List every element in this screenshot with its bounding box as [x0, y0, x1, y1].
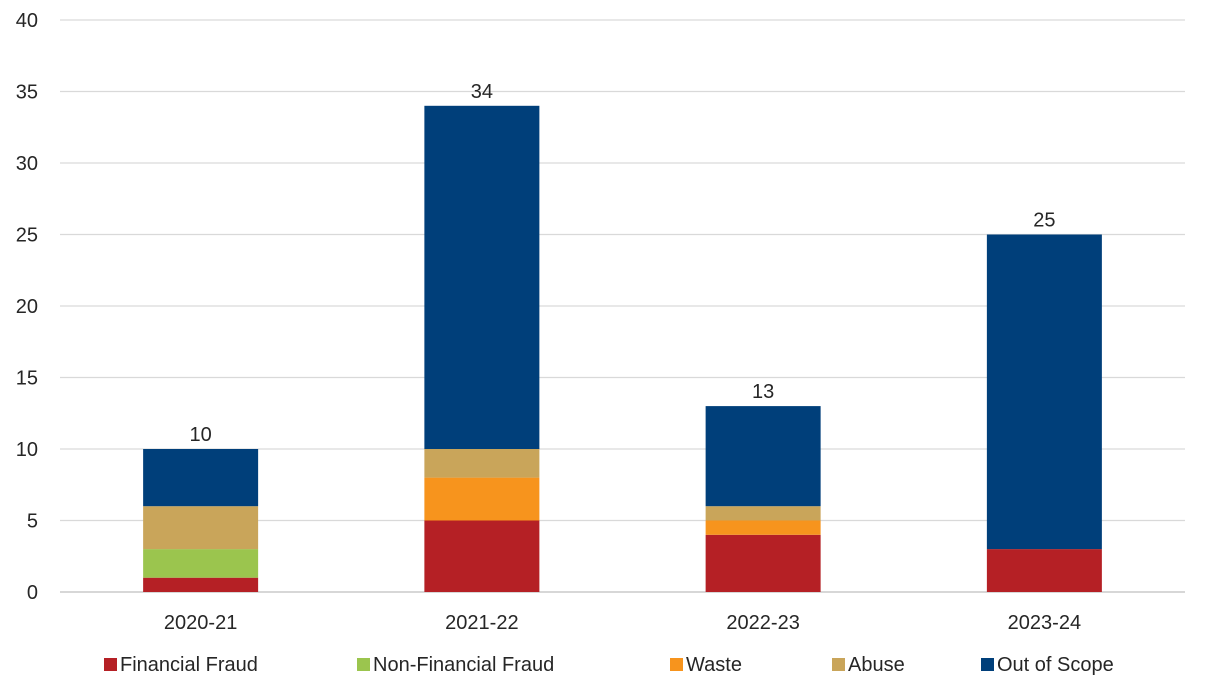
legend-swatch [670, 658, 683, 671]
bar-segment-financial-fraud [986, 549, 1102, 592]
x-tick-label: 2021-22 [445, 612, 518, 634]
legend-label: Abuse [848, 654, 905, 676]
legend-label: Waste [686, 654, 742, 676]
bar-segment-non-financial-fraud [143, 549, 259, 578]
total-labels: 10 34 13 25 [190, 81, 1056, 446]
y-tick-label: 30 [16, 153, 38, 175]
legend-item: Financial Fraud [104, 654, 258, 676]
bar-segment-out-of-scope [705, 406, 821, 507]
bar-segment-out-of-scope [424, 105, 540, 450]
legend-swatch [832, 658, 845, 671]
total-label: 34 [471, 81, 493, 103]
y-tick-label: 25 [16, 225, 38, 247]
total-label: 25 [1033, 210, 1055, 232]
bar-segment-waste [705, 520, 821, 535]
legend-swatch [104, 658, 117, 671]
bar-segment-out-of-scope [143, 449, 259, 507]
bar-segment-abuse [424, 449, 540, 478]
legend-label: Out of Scope [997, 654, 1114, 676]
y-tick-label: 20 [16, 296, 38, 318]
x-tick-label: 2023-24 [1008, 612, 1081, 634]
legend-label: Financial Fraud [120, 654, 258, 676]
x-axis-ticks: 2020-21 2021-22 2022-23 2023-24 [164, 612, 1081, 634]
bar-segment-financial-fraud [424, 520, 540, 592]
bar-segment-abuse [705, 506, 821, 521]
legend-swatch [357, 658, 370, 671]
legend: Financial Fraud Non-Financial Fraud Waste A… [104, 654, 1114, 676]
y-tick-label: 40 [16, 10, 38, 32]
y-tick-label: 35 [16, 82, 38, 104]
y-tick-label: 0 [27, 582, 38, 604]
x-tick-label: 2022-23 [726, 612, 799, 634]
total-label: 10 [190, 424, 212, 446]
bar-segment-financial-fraud [705, 534, 821, 592]
y-tick-label: 5 [27, 511, 38, 533]
legend-item: Out of Scope [981, 654, 1114, 676]
legend-item: Abuse [832, 654, 905, 676]
bar-segment-out-of-scope [986, 234, 1102, 550]
bar-segment-abuse [143, 506, 259, 550]
y-tick-label: 10 [16, 439, 38, 461]
legend-swatch [981, 658, 994, 671]
bar-segment-waste [424, 477, 540, 521]
y-axis-ticks: 0 5 10 15 20 25 30 35 40 [16, 10, 38, 604]
bars [143, 105, 1102, 592]
y-tick-label: 15 [16, 368, 38, 390]
bar-segment-financial-fraud [143, 577, 259, 592]
legend-label: Non-Financial Fraud [373, 654, 554, 676]
x-tick-label: 2020-21 [164, 612, 237, 634]
total-label: 13 [752, 381, 774, 403]
legend-item: Non-Financial Fraud [357, 654, 554, 676]
legend-item: Waste [670, 654, 742, 676]
